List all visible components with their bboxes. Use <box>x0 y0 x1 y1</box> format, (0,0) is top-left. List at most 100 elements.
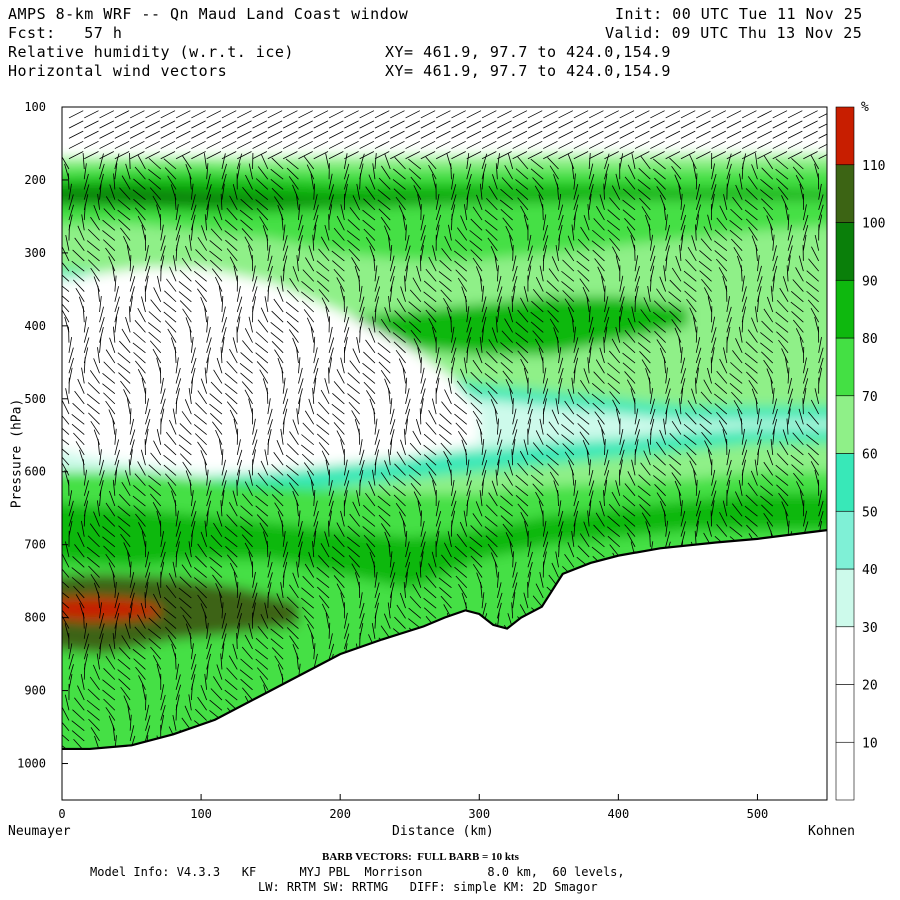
wind-barb-2903 <box>763 155 774 170</box>
wind-barb-842 <box>255 342 269 354</box>
wind-barb-2184 <box>579 533 590 548</box>
x-tick-label-300: 300 <box>468 807 490 821</box>
forecast-hour: Fcst: 57 h <box>8 24 123 42</box>
wind-barb-1546 <box>423 454 437 466</box>
wind-barb-1513 <box>435 120 451 129</box>
wind-barb-1117 <box>316 577 330 589</box>
wind-barb-1541 <box>431 398 437 415</box>
wind-barb-341 <box>137 368 146 384</box>
wind-barb-3102 <box>808 258 819 272</box>
wind-barb-1966 <box>542 235 549 251</box>
wind-barb-856 <box>255 484 269 497</box>
wind-barb-2678 <box>701 432 712 445</box>
wind-barb-913 <box>282 418 285 435</box>
wind-barb-312 <box>129 714 132 731</box>
wind-barb-492 <box>165 626 177 640</box>
wind-barb-531 <box>190 377 194 394</box>
wind-barb-804 <box>252 592 258 609</box>
wind-barb-1853 <box>502 370 513 384</box>
wind-barb-2424 <box>649 408 656 425</box>
wind-barb-2396 <box>650 130 665 139</box>
wind-barb-1035 <box>313 377 317 394</box>
wind-barb-1592 <box>439 280 452 292</box>
wind-barb-1 <box>68 120 84 129</box>
wind-barb-3111 <box>818 347 824 364</box>
wind-barb-66 <box>84 140 99 149</box>
wind-barb-1086 <box>316 260 330 272</box>
wind-barb-111 <box>75 594 85 609</box>
wind-barb-899 <box>280 275 284 292</box>
wind-barb-1641 <box>466 140 482 149</box>
wind-barb-2430 <box>638 474 651 486</box>
wind-barb-898 <box>282 265 285 282</box>
wind-barb-1802 <box>488 492 498 507</box>
wind-barb-2399 <box>640 155 651 170</box>
wind-barb-3024 <box>803 110 818 119</box>
wind-barb-1737 <box>481 469 487 486</box>
wind-barb-2616 <box>684 443 697 456</box>
wind-barb-2355 <box>622 352 636 364</box>
wind-barb-1097 <box>328 367 330 384</box>
wind-barb-1107 <box>328 469 331 486</box>
wind-barb-350 <box>137 461 146 476</box>
wind-barb-2338 <box>624 176 636 190</box>
wind-barb-2106 <box>571 377 575 394</box>
wind-barb-110 <box>73 585 85 599</box>
wind-barb-1496 <box>412 583 422 599</box>
wind-barb-902 <box>271 310 284 323</box>
wind-barb-1670 <box>457 430 468 445</box>
wind-barb-2402 <box>637 189 651 200</box>
wind-barb-2397 <box>650 140 665 149</box>
wind-barb-820 <box>267 120 283 129</box>
wind-barb-3035 <box>802 214 809 231</box>
wind-barb-1300 <box>362 516 376 527</box>
wind-barb-1912 <box>515 332 529 343</box>
wind-barb-686 <box>213 676 223 691</box>
wind-barb-2924 <box>766 368 774 384</box>
wind-barb-974 <box>298 398 301 415</box>
wind-barb-1477 <box>420 388 426 405</box>
wind-barb-1531 <box>423 301 437 313</box>
wind-barb-2156 <box>576 250 590 262</box>
wind-barb-604 <box>206 480 211 496</box>
wind-barb-2161 <box>586 296 590 313</box>
wind-barb-687 <box>210 688 223 701</box>
wind-barb-1996 <box>542 541 549 558</box>
wind-barb-483 <box>175 531 182 547</box>
wind-barb-1726 <box>472 359 483 374</box>
wind-barb-2962 <box>787 120 803 129</box>
wind-barb-945 <box>298 110 313 119</box>
wind-barb-2177 <box>588 459 591 476</box>
wind-barb-142 <box>90 267 100 282</box>
wind-barb-1719 <box>481 285 485 302</box>
wind-barb-2164 <box>588 327 595 343</box>
wind-barb-2906 <box>760 189 774 200</box>
wind-barb-330 <box>145 255 151 272</box>
wind-barb-1583 <box>451 184 457 200</box>
wind-barb-2121 <box>571 530 575 547</box>
wind-barb-165 <box>96 500 100 517</box>
wind-barb-1109 <box>328 490 335 507</box>
wind-barb-1813 <box>496 602 502 619</box>
wind-barb-2585 <box>696 130 711 139</box>
wind-barb-552 <box>178 597 192 609</box>
wind-barb-85 <box>83 327 89 343</box>
wind-barb-1008 <box>313 110 329 119</box>
wind-barb-1639 <box>466 120 482 129</box>
wind-barb-1990 <box>532 483 544 497</box>
wind-barb-1009 <box>313 120 329 129</box>
wind-barb-2796 <box>732 350 743 364</box>
wind-barb-48 <box>62 601 70 609</box>
wind-barb-1076 <box>325 153 330 170</box>
wind-barb-2493 <box>653 475 666 486</box>
wind-barb-2495 <box>656 492 666 507</box>
wind-barb-2160 <box>582 286 590 302</box>
wind-barb-1790 <box>484 373 498 384</box>
wind-barb-406 <box>160 388 166 405</box>
wind-barb-153 <box>87 382 100 394</box>
wind-barb-1034 <box>313 367 319 384</box>
wind-barb-1155 <box>343 316 350 333</box>
wind-barb-764 <box>242 186 253 200</box>
wind-barb-999 <box>296 653 299 670</box>
wind-barb-593 <box>204 367 208 384</box>
